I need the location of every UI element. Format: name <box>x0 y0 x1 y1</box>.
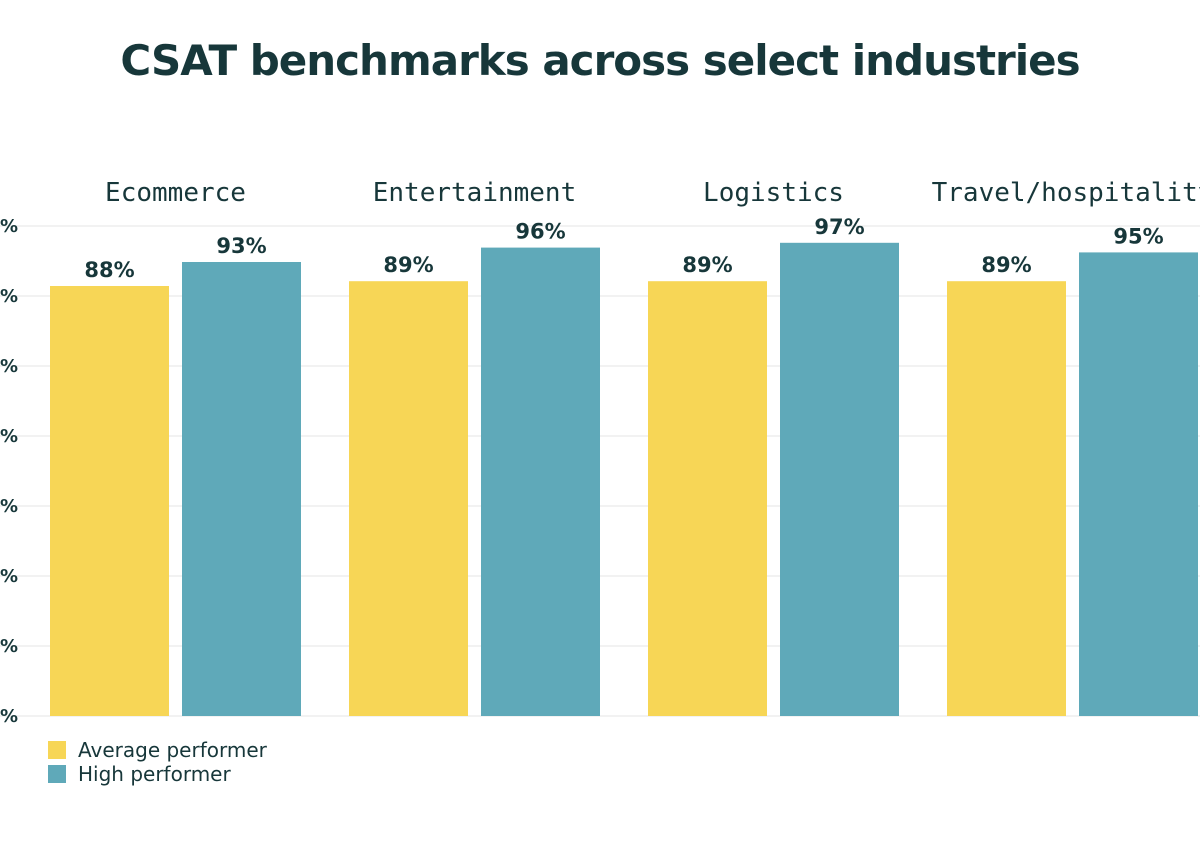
bar-average-performer <box>50 286 169 716</box>
category-label: Logistics <box>703 178 844 208</box>
bar-high-performer <box>780 242 899 717</box>
y-tick-label: % <box>0 496 18 517</box>
bar-average-performer <box>947 281 1066 716</box>
bar-high-performer <box>481 247 600 716</box>
bar-average-performer <box>349 281 468 716</box>
bar-value-label: 88% <box>84 258 134 282</box>
legend: Average performer High performer <box>48 738 267 786</box>
chart-title: CSAT benchmarks across select industries <box>120 36 1080 85</box>
bar-value-label: 96% <box>515 220 565 244</box>
legend-swatch-average <box>48 741 66 759</box>
category-label: Travel/hospitality <box>932 178 1200 208</box>
legend-label-average: Average performer <box>78 738 267 762</box>
legend-item-high: High performer <box>48 762 267 786</box>
y-tick-label: % <box>0 706 18 727</box>
bar-high-performer <box>1079 252 1198 716</box>
bar-value-label: 93% <box>216 234 266 258</box>
y-tick-label: % <box>0 216 18 237</box>
category-label: Ecommerce <box>105 178 246 208</box>
y-tick-label: % <box>0 566 18 587</box>
bar-high-performer <box>182 262 301 716</box>
legend-swatch-high <box>48 765 66 783</box>
category-label: Entertainment <box>373 178 577 208</box>
bar-value-label: 95% <box>1113 224 1163 248</box>
y-tick-label: % <box>0 286 18 307</box>
y-tick-label: % <box>0 426 18 447</box>
y-tick-label: % <box>0 636 18 657</box>
bar-value-label: 97% <box>814 215 864 239</box>
bar-value-label: 89% <box>682 253 732 277</box>
bar-average-performer <box>648 281 767 716</box>
legend-item-average: Average performer <box>48 738 267 762</box>
y-tick-label: % <box>0 356 18 377</box>
bar-value-label: 89% <box>383 253 433 277</box>
legend-label-high: High performer <box>78 762 231 786</box>
bar-value-label: 89% <box>981 253 1031 277</box>
